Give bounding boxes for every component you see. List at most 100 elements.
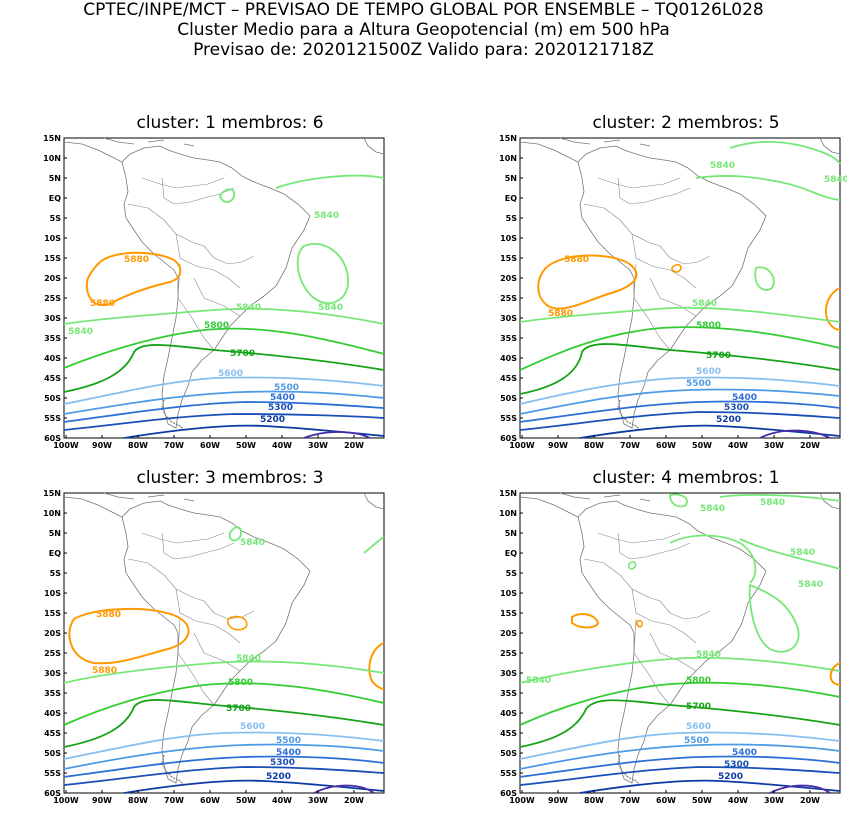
lon-tick-label: 50W (236, 441, 256, 450)
map-frame (63, 137, 385, 439)
lat-tick-label: 35S (500, 334, 517, 343)
contour-5500 (63, 743, 385, 770)
lon-tick-label: 30W (764, 441, 784, 450)
contour-label-5880: 5880 (92, 666, 117, 676)
lat-tick-label: 55S (44, 769, 61, 778)
contour-label-5840: 5840 (236, 654, 261, 664)
contour-5100 (303, 431, 371, 439)
lat-tick-label: 5S (50, 569, 62, 578)
contour-5880 (671, 263, 682, 273)
contour-5840 (729, 141, 841, 165)
contour-label-5880: 5880 (90, 299, 115, 309)
contour-5880 (68, 607, 190, 665)
header-line-3: Previsao de: 2020121500Z Valido para: 20… (193, 40, 654, 60)
lat-tick-label: 10S (500, 234, 517, 243)
contour-label-5840: 5840 (760, 498, 785, 508)
contour-5500 (519, 743, 841, 770)
contour-5500 (519, 388, 841, 415)
lat-tick-label: 35S (500, 689, 517, 698)
lon-tick-label: 60W (200, 796, 220, 805)
contour-5700 (519, 699, 841, 748)
contour-label-5500: 5500 (686, 379, 711, 389)
contour-5840 (739, 538, 841, 570)
lon-tick-label: 40W (272, 796, 292, 805)
panel-title: cluster: 3 membros: 3 (136, 468, 324, 488)
contour-label-5800: 5800 (204, 321, 229, 331)
panel-title: cluster: 1 membros: 6 (136, 113, 324, 133)
lat-axis: 15N 10N 5N EQ 5S 10S 15S 20S 25S 30S 35S 40S 45S 50S 5… (499, 489, 523, 798)
contour-label-5700: 5700 (706, 351, 731, 361)
lon-tick-label: 100W (53, 796, 79, 805)
contour-5200 (579, 424, 841, 439)
contour-5840 (669, 493, 688, 508)
contour-label-5840: 5840 (236, 303, 261, 313)
lat-tick-label: 15N (43, 489, 61, 498)
lat-tick-label: 40S (44, 354, 61, 363)
contour-5600 (519, 376, 841, 405)
contour-label-5800: 5800 (228, 678, 253, 688)
lat-tick-label: 40S (44, 709, 61, 718)
lat-tick-label: 5S (506, 569, 518, 578)
contour-5100 (769, 784, 831, 794)
contour-5800 (63, 682, 385, 726)
lat-tick-label: 30S (500, 669, 517, 678)
lat-axis: 15N 10N 5N EQ 5S 10S 15S 20S 25S 30S 35S 40S 45S 50S 5… (43, 489, 67, 798)
contour-label-5880: 5880 (564, 255, 589, 265)
contour-label-5840: 5840 (526, 676, 551, 686)
contour-5880 (368, 642, 385, 690)
contour-label-5600: 5600 (218, 369, 243, 379)
map-cluster-3: 5880 5880 5840 5840 5800 5700 5600 5500 … (43, 489, 385, 805)
lat-tick-label: 40S (500, 354, 517, 363)
lat-tick-label: 40S (500, 709, 517, 718)
lat-tick-label: 45S (500, 729, 517, 738)
contour-label-5500: 5500 (274, 383, 299, 393)
contour-label-5300: 5300 (724, 403, 749, 413)
contour-label-5840: 5840 (696, 650, 721, 660)
lat-tick-label: 5N (49, 174, 61, 183)
lat-axis: 15N 10N 5N EQ 5S 10S 15S 20S 25S 30S 35S 40S 45S 50S 5… (43, 134, 67, 443)
contour-label-5840: 5840 (824, 175, 847, 185)
contour-label-5600: 5600 (240, 722, 265, 732)
contour-5880 (829, 662, 841, 686)
lat-tick-label: 5N (505, 529, 517, 538)
contour-5100 (759, 429, 831, 439)
contour-5600 (63, 731, 385, 760)
lat-tick-label: 30S (44, 314, 61, 323)
lon-tick-label: 30W (308, 796, 328, 805)
lat-tick-label: 30S (44, 669, 61, 678)
lat-tick-label: 45S (44, 374, 61, 383)
lat-tick-label: 15N (499, 489, 517, 498)
contour-label-5880: 5880 (96, 610, 121, 620)
contour-5800 (63, 327, 385, 369)
lon-tick-label: 50W (692, 441, 712, 450)
contour-label-5700: 5700 (230, 349, 255, 359)
contour-label-5880: 5880 (548, 309, 573, 319)
contour-5500 (63, 390, 385, 415)
lat-tick-label: 15S (500, 254, 517, 263)
lat-tick-label: EQ (505, 194, 517, 203)
contour-5840 (296, 243, 349, 304)
lon-tick-label: 40W (728, 796, 748, 805)
lon-axis: 100W 90W 80W 70W 60W 50W 40W 30W 20W (509, 435, 820, 450)
lon-axis: 100W 90W 80W 70W 60W 50W 40W 30W 20W (53, 790, 364, 805)
contour-5700 (519, 343, 841, 395)
lon-tick-label: 60W (656, 796, 676, 805)
lon-tick-label: 80W (584, 796, 604, 805)
contour-5840 (669, 534, 757, 584)
lat-tick-label: 50S (500, 749, 517, 758)
contour-label-5500: 5500 (684, 736, 709, 746)
contour-label-5840: 5840 (240, 538, 265, 548)
contour-5840 (695, 175, 841, 201)
contour-5200 (123, 779, 385, 794)
contour-5840 (519, 656, 841, 684)
lon-tick-label: 20W (800, 441, 820, 450)
lon-tick-label: 100W (509, 441, 535, 450)
map-cluster-1: 5880 5880 5840 5840 5840 5840 5800 5700 … (43, 134, 385, 450)
lat-tick-label: EQ (505, 549, 517, 558)
contour-5840 (748, 583, 800, 653)
contour-label-5200: 5200 (266, 772, 291, 782)
lat-tick-label: 45S (500, 374, 517, 383)
lat-tick-label: 20S (500, 274, 517, 283)
lon-tick-label: 90W (92, 441, 112, 450)
lon-tick-label: 80W (584, 441, 604, 450)
